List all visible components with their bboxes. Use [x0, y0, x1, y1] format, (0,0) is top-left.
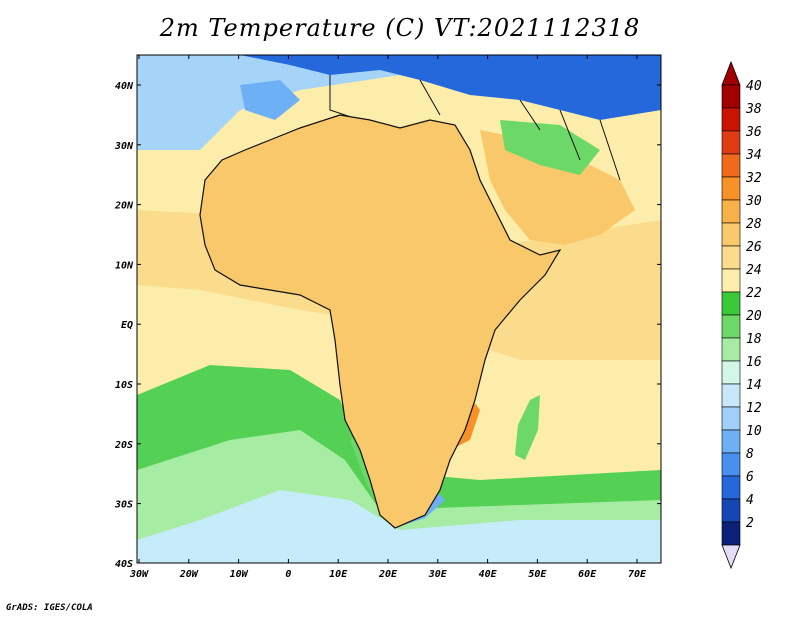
- colorbar-label: 6: [746, 470, 754, 485]
- colorbar-swatch: [721, 337, 741, 362]
- colorbar-swatch: [721, 268, 741, 293]
- lon-tick-label: 50E: [528, 569, 547, 580]
- colorbar-label: 28: [746, 217, 762, 232]
- lat-tick-label: 30N: [114, 141, 134, 152]
- colorbar-label: 24: [746, 263, 762, 278]
- lat-tick-label: 20S: [114, 440, 133, 451]
- colorbar-swatch: [721, 153, 741, 178]
- temperature-map: [136, 54, 662, 564]
- colorbar-label: 8: [746, 447, 754, 462]
- colorbar-label: 30: [745, 194, 762, 209]
- lon-tick-label: 40E: [479, 569, 498, 580]
- colorbar-swatch: [721, 314, 741, 339]
- lon-tick-label: 10E: [329, 569, 348, 580]
- map-title: 2m Temperature (C) VT:2021112318: [159, 14, 641, 42]
- lon-tick-label: 10W: [230, 569, 249, 580]
- lon-tick-label: 70E: [628, 569, 647, 580]
- colorbar-swatch: [721, 452, 741, 477]
- colorbar-label: 36: [745, 125, 762, 140]
- colorbar-label: 32: [745, 171, 762, 186]
- longitude-axis: 30W 20W 10W 0 10E 20E 30E 40E 50E 60E 70E: [129, 55, 647, 580]
- lat-tick-label: EQ: [121, 320, 133, 331]
- lat-tick-label: 20N: [114, 201, 134, 212]
- ocean-cool-band: [137, 490, 661, 563]
- colorbar-swatch: [721, 360, 741, 385]
- ocean-north-band: [137, 55, 661, 150]
- colorbar-swatch: [721, 84, 741, 109]
- colorbar-swatch: [721, 429, 741, 454]
- colorbar-label: 18: [746, 332, 762, 347]
- colorbar-label: 12: [746, 401, 762, 416]
- colorbar: 40 38 36 34 32 30 28 26 24 22 20 18 16 14 12 10 8 6 4 2: [721, 60, 762, 570]
- grads-credit: GrADS: IGES/COLA: [6, 603, 93, 613]
- colorbar-label: 40: [746, 79, 762, 94]
- lon-tick-label: 30E: [428, 569, 448, 580]
- colorbar-label: 26: [746, 240, 762, 255]
- lat-tick-label: 10N: [115, 260, 134, 271]
- colorbar-swatch: [721, 176, 741, 201]
- colorbar-swatch: [721, 498, 741, 523]
- lon-tick-label: 20E: [378, 569, 398, 580]
- arabia-landmass: [480, 130, 635, 245]
- colorbar-swatch: [721, 291, 741, 316]
- colorbar-label: 22: [746, 286, 762, 301]
- lat-tick-label: 40S: [115, 559, 133, 570]
- europe-cold: [240, 55, 661, 120]
- colorbar-swatch: [721, 222, 741, 247]
- latitude-axis: 40N 30N 20N 10N EQ 10S 20S 30S 40S: [114, 81, 661, 570]
- colorbar-swatch: [721, 199, 741, 224]
- colorbar-swatch: [721, 475, 741, 500]
- colorbar-swatch: [721, 406, 741, 431]
- lat-tick-label: 10S: [115, 380, 133, 391]
- arabia-north-green: [500, 120, 600, 175]
- colorbar-label: 4: [746, 493, 754, 508]
- colorbar-swatch: [721, 383, 741, 408]
- colorbar-bottom-arrow: [721, 544, 741, 570]
- lon-tick-label: 60E: [578, 569, 597, 580]
- madagascar: [515, 395, 540, 460]
- lat-tick-label: 40N: [115, 81, 134, 92]
- colorbar-label: 2: [746, 516, 754, 531]
- map-frame: [136, 54, 662, 564]
- colorbar-label: 20: [746, 309, 762, 324]
- colorbar-label: 16: [746, 355, 762, 370]
- colorbar-label: 10: [746, 424, 762, 439]
- iberia-cool: [240, 80, 300, 120]
- colorbar-swatch: [721, 107, 741, 132]
- lon-tick-label: 0: [285, 569, 291, 580]
- colorbar-label: 34: [745, 148, 762, 163]
- colorbar-swatch: [721, 245, 741, 270]
- colorbar-top-arrow: [721, 60, 741, 86]
- colorbar-label: 14: [746, 378, 762, 393]
- colorbar-swatch: [721, 521, 741, 546]
- colorbar-label: 38: [745, 102, 762, 117]
- lon-tick-label: 20W: [179, 569, 199, 580]
- colorbar-swatch: [721, 130, 741, 155]
- lat-tick-label: 30S: [114, 500, 133, 511]
- lon-tick-label: 30W: [129, 569, 149, 580]
